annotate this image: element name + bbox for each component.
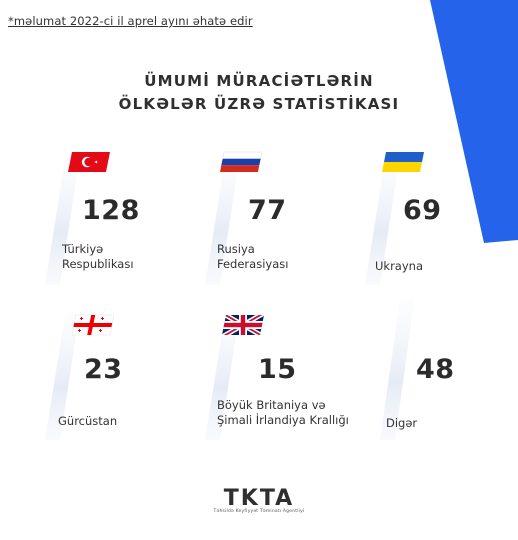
count-other: 48 bbox=[416, 354, 455, 385]
ukraine-flag-icon bbox=[382, 152, 424, 172]
panel-1 bbox=[45, 155, 80, 285]
panel-2 bbox=[205, 155, 240, 285]
russia-flag-icon bbox=[220, 151, 262, 172]
uk-flag-icon bbox=[222, 315, 264, 335]
count-uk: 15 bbox=[258, 354, 297, 385]
panel-4 bbox=[45, 310, 80, 440]
title-line-2: ÖLKƏLƏR ÜZRƏ STATİSTİKASI bbox=[118, 95, 400, 113]
georgia-flag-icon bbox=[72, 314, 114, 336]
count-russia: 77 bbox=[248, 195, 287, 226]
label-turkey-line1: Türkiyə bbox=[62, 242, 104, 256]
label-turkey-line2: Respublikası bbox=[62, 257, 134, 271]
label-russia-line2: Federasiyası bbox=[217, 257, 289, 271]
label-uk-line2: Şimali İrlandiya Krallığı bbox=[217, 413, 349, 427]
label-russia-line1: Rusiya bbox=[217, 242, 255, 256]
tkta-logo: TKTA Təhsildə Keyfiyyət Təminatı Agentli… bbox=[0, 486, 518, 514]
coverage-note: *məlumat 2022-ci il aprel ayını əhatə ed… bbox=[8, 14, 253, 28]
turkey-flag-icon bbox=[68, 152, 110, 172]
label-ukraine: Ukrayna bbox=[375, 259, 423, 273]
logo-subtitle: Təhsildə Keyfiyyət Təminatı Agentliyi bbox=[213, 509, 305, 514]
label-other: Digər bbox=[386, 416, 418, 430]
label-georgia: Gürcüstan bbox=[58, 414, 118, 428]
logo-wordmark: TKTA bbox=[223, 486, 295, 511]
count-ukraine: 69 bbox=[403, 195, 442, 226]
panel-5 bbox=[205, 310, 240, 440]
count-georgia: 23 bbox=[84, 354, 123, 385]
count-turkey: 128 bbox=[82, 195, 140, 226]
panel-6 bbox=[380, 295, 415, 440]
title-line-1: ÜMUMİ MÜRACİƏTLƏRİN bbox=[144, 72, 374, 90]
panel-3 bbox=[365, 155, 400, 285]
label-uk-line1: Böyük Britaniya və bbox=[217, 398, 326, 412]
